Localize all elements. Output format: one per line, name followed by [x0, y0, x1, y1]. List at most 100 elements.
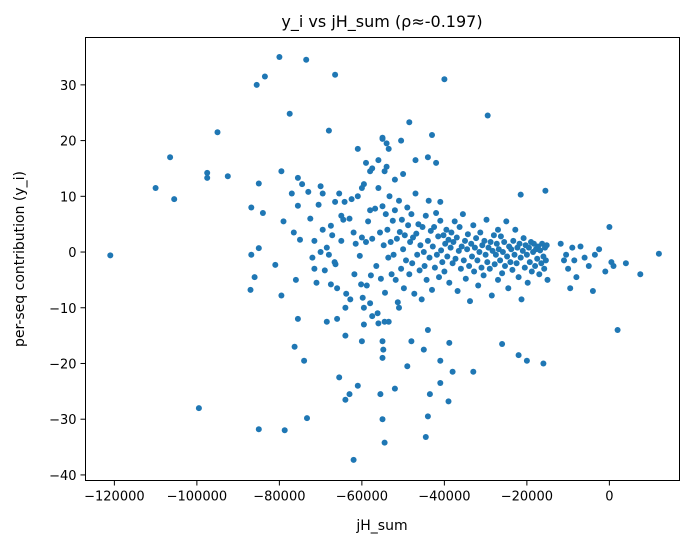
scatter-point — [544, 276, 551, 283]
scatter-point — [561, 257, 567, 264]
scatter-point — [311, 237, 318, 244]
scatter-point — [445, 236, 452, 243]
scatter-point — [455, 247, 462, 254]
chart-title: y_i vs jH_sum (ρ≈-0.197) — [281, 12, 482, 32]
scatter-point — [334, 315, 341, 322]
scatter-point — [435, 233, 442, 240]
scatter-point — [303, 56, 310, 63]
scatter-point — [450, 239, 457, 245]
scatter-point — [433, 159, 440, 166]
x-tick-label: 0 — [605, 490, 613, 505]
scatter-point — [332, 261, 339, 268]
scatter-point — [433, 210, 440, 216]
scatter-point — [542, 187, 549, 194]
scatter-point — [453, 234, 460, 241]
scatter-point — [342, 304, 349, 311]
scatter-point — [471, 268, 478, 275]
scatter-point — [338, 212, 345, 219]
scatter-point — [297, 236, 303, 243]
scatter-point — [167, 154, 174, 161]
scatter-point — [195, 405, 202, 412]
scatter-point — [481, 237, 488, 244]
scatter-point — [327, 222, 334, 229]
scatter-point — [457, 265, 464, 272]
scatter-point — [367, 272, 374, 279]
scatter-point — [441, 268, 448, 275]
scatter-point — [487, 239, 494, 245]
scatter-point — [443, 226, 450, 233]
scatter-point — [519, 247, 526, 254]
scatter-point — [367, 207, 374, 214]
scatter-point — [508, 246, 515, 253]
scatter-point — [474, 257, 481, 264]
scatter-point — [401, 232, 408, 239]
plot-frame — [85, 37, 680, 481]
scatter-point — [565, 265, 572, 272]
scatter-point — [309, 254, 316, 261]
scatter-point — [602, 268, 609, 275]
scatter-point — [426, 254, 433, 261]
scatter-point — [419, 224, 426, 230]
scatter-point — [379, 354, 386, 361]
scatter-point — [388, 271, 395, 278]
scatter-point — [488, 292, 495, 299]
scatter-point — [449, 260, 456, 267]
scatter-point — [509, 266, 516, 273]
scatter-point — [464, 231, 471, 238]
scatter-point — [398, 137, 405, 144]
scatter-point — [405, 222, 412, 229]
scatter-point — [557, 240, 564, 247]
scatter-point — [363, 239, 369, 245]
scatter-point — [417, 242, 424, 249]
scatter-point — [491, 261, 498, 268]
scatter-point — [369, 313, 376, 320]
scatter-point — [521, 264, 528, 271]
scatter-point — [573, 274, 580, 281]
scatter-point — [412, 190, 419, 197]
scatter-point — [342, 396, 349, 403]
scatter-point — [409, 260, 416, 267]
scatter-point — [510, 237, 517, 244]
scatter-point — [278, 292, 285, 299]
scatter-point — [577, 243, 584, 250]
scatter-point — [396, 229, 403, 235]
x-tick-label: −80000 — [253, 490, 305, 505]
scatter-point — [255, 180, 262, 187]
scatter-point — [392, 276, 399, 283]
scatter-point — [373, 263, 380, 269]
scatter-point — [515, 352, 522, 359]
scatter-point — [327, 281, 334, 288]
scatter-point — [470, 222, 477, 229]
scatter-point — [247, 286, 254, 293]
scatter-point — [610, 263, 617, 269]
scatter-point — [431, 264, 438, 271]
scatter-point — [389, 217, 396, 224]
scatter-point — [253, 81, 260, 88]
scatter-point — [261, 73, 268, 80]
x-tick-label: −100000 — [167, 490, 228, 505]
scatter-point — [585, 263, 592, 269]
scatter-point — [383, 140, 390, 147]
scatter-point — [393, 235, 400, 242]
scatter-point — [379, 203, 386, 210]
scatter-point — [342, 332, 349, 339]
scatter-point — [622, 260, 629, 267]
scatter-point — [301, 357, 308, 364]
scatter-point — [390, 251, 397, 258]
scatter-point — [437, 380, 444, 386]
scatter-point — [563, 251, 570, 258]
scatter-point — [477, 229, 484, 236]
scatter-point — [416, 267, 423, 274]
scatter-point — [381, 168, 388, 175]
scatter-point — [278, 168, 285, 175]
scatter-point — [524, 279, 531, 286]
scatter-point — [307, 215, 314, 222]
scatter-point — [375, 185, 382, 191]
scatter-point — [406, 119, 413, 126]
scatter-point — [452, 255, 459, 262]
scatter-point — [380, 346, 387, 353]
scatter-point — [596, 246, 603, 253]
scatter-point — [394, 299, 401, 306]
scatter-point — [499, 270, 506, 277]
